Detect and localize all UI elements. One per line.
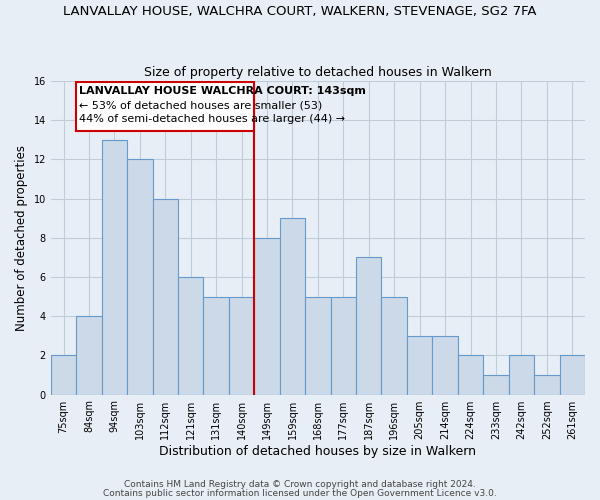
Bar [76,316,101,394]
Bar [458,356,483,395]
Bar [305,296,331,394]
Bar [509,356,534,395]
Bar [101,140,127,394]
Text: LANVALLAY HOUSE, WALCHRA COURT, WALKERN, STEVENAGE, SG2 7FA: LANVALLAY HOUSE, WALCHRA COURT, WALKERN,… [63,5,537,18]
Bar [229,296,254,394]
Bar [254,238,280,394]
Text: Contains public sector information licensed under the Open Government Licence v3: Contains public sector information licen… [103,488,497,498]
FancyBboxPatch shape [76,82,254,131]
Bar [203,296,229,394]
X-axis label: Distribution of detached houses by size in Walkern: Distribution of detached houses by size … [160,444,476,458]
Bar [280,218,305,394]
Bar [534,375,560,394]
Bar [433,336,458,394]
Title: Size of property relative to detached houses in Walkern: Size of property relative to detached ho… [144,66,492,78]
Bar [152,198,178,394]
Bar [560,356,585,395]
Bar [407,336,433,394]
Text: ← 53% of detached houses are smaller (53): ← 53% of detached houses are smaller (53… [79,100,323,110]
Bar [356,258,382,394]
Bar [483,375,509,394]
Text: LANVALLAY HOUSE WALCHRA COURT: 143sqm: LANVALLAY HOUSE WALCHRA COURT: 143sqm [79,86,366,97]
Text: 44% of semi-detached houses are larger (44) →: 44% of semi-detached houses are larger (… [79,114,346,124]
Y-axis label: Number of detached properties: Number of detached properties [15,145,28,331]
Bar [127,160,152,394]
Bar [178,277,203,394]
Bar [382,296,407,394]
Text: Contains HM Land Registry data © Crown copyright and database right 2024.: Contains HM Land Registry data © Crown c… [124,480,476,489]
Bar [331,296,356,394]
Bar [51,356,76,395]
